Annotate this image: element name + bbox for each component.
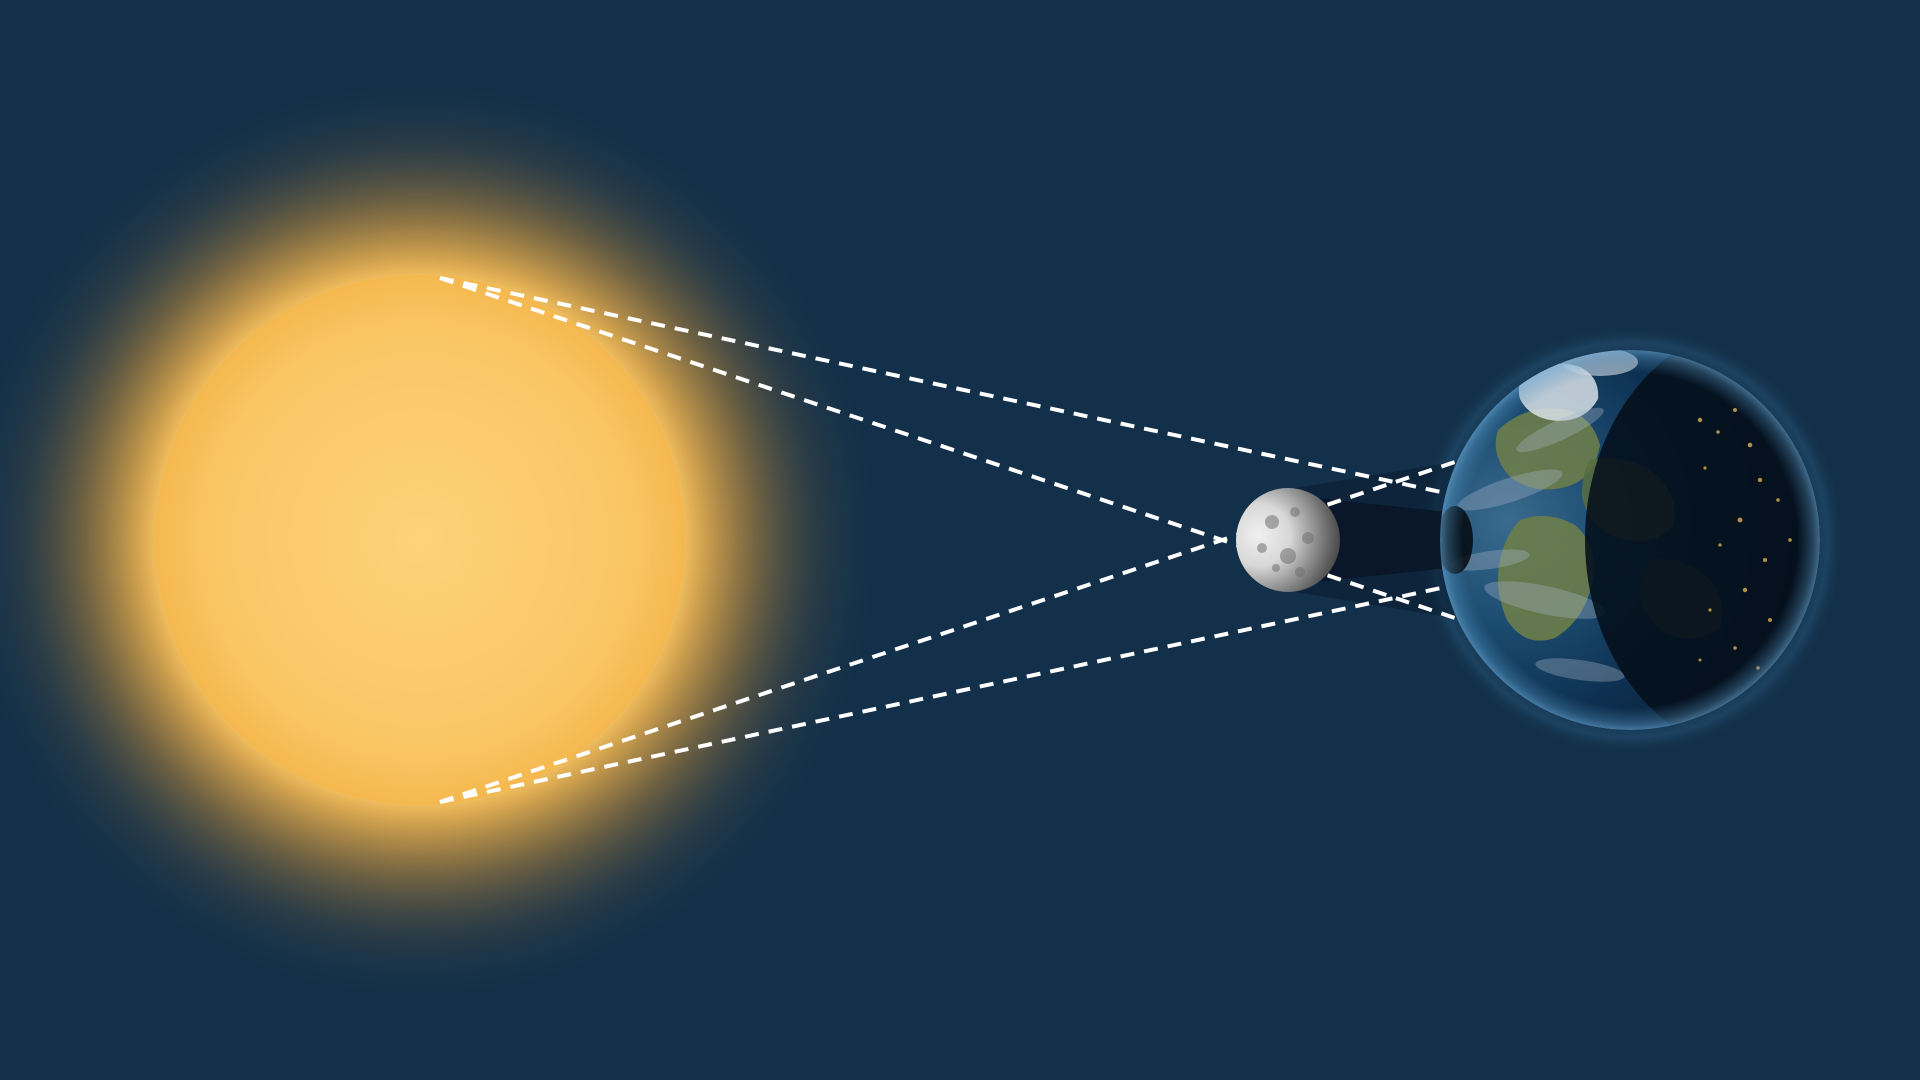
eclipse-diagram	[0, 0, 1920, 1080]
moon-body	[1236, 488, 1340, 592]
sun-body	[155, 275, 685, 805]
